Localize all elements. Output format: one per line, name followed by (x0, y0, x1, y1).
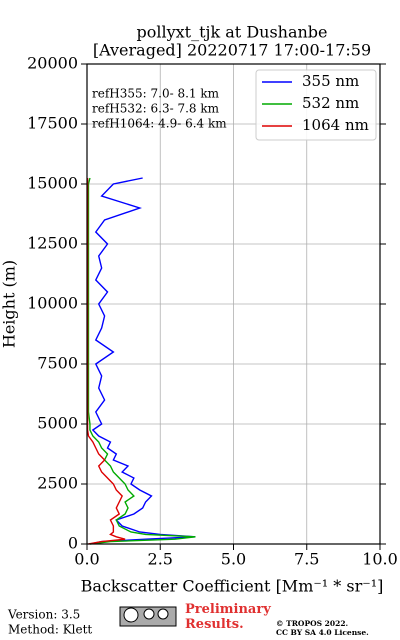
legend-label: 532 nm (302, 94, 359, 112)
y-tick-label: 10000 (27, 294, 78, 313)
plot-frame (86, 63, 381, 545)
y-axis-label: Height (m) (0, 260, 19, 348)
x-tick-label: 2.5 (148, 550, 173, 569)
chart-title: pollyxt_tjk at Dushanbe (136, 23, 327, 42)
legend-box (255, 69, 377, 141)
method: Method: Klett (8, 623, 92, 637)
license-logo (119, 606, 177, 627)
data-line (87, 177, 196, 545)
x-axis-label: Backscatter Coefficient [Mm⁻¹ * sr⁻¹] (81, 577, 384, 596)
y-tick-label: 0 (68, 534, 78, 553)
preliminary-notice: Preliminary Results. (185, 602, 271, 632)
copyright: © TROPOS 2022. (276, 619, 348, 628)
y-tick-label: 12500 (27, 234, 78, 253)
version: Version: 3.5 (7, 608, 80, 622)
legend-label: 355 nm (302, 72, 359, 90)
x-tick-label: 0.0 (74, 550, 99, 569)
x-tick-label: 7.5 (294, 550, 319, 569)
y-tick-label: 17500 (27, 114, 78, 133)
y-tick-label: 5000 (37, 414, 78, 433)
y-tick-label: 20000 (27, 54, 78, 73)
annotation: refH1064: 4.9- 6.4 km (92, 117, 227, 131)
license: CC BY SA 4.0 License. (276, 628, 369, 637)
data-line (89, 177, 196, 545)
legend-label: 1064 nm (302, 116, 369, 134)
x-tick-label: 5.0 (221, 550, 246, 569)
annotation: refH532: 6.3- 7.8 km (92, 102, 220, 116)
y-tick-label: 2500 (37, 474, 78, 493)
data-line (86, 178, 126, 545)
x-tick-label: 10.0 (362, 550, 398, 569)
chart-subtitle: [Averaged] 20220717 17:00-17:59 (93, 41, 371, 60)
y-tick-label: 15000 (27, 174, 78, 193)
annotation: refH355: 7.0- 8.1 km (92, 87, 220, 101)
y-tick-label: 7500 (37, 354, 78, 373)
